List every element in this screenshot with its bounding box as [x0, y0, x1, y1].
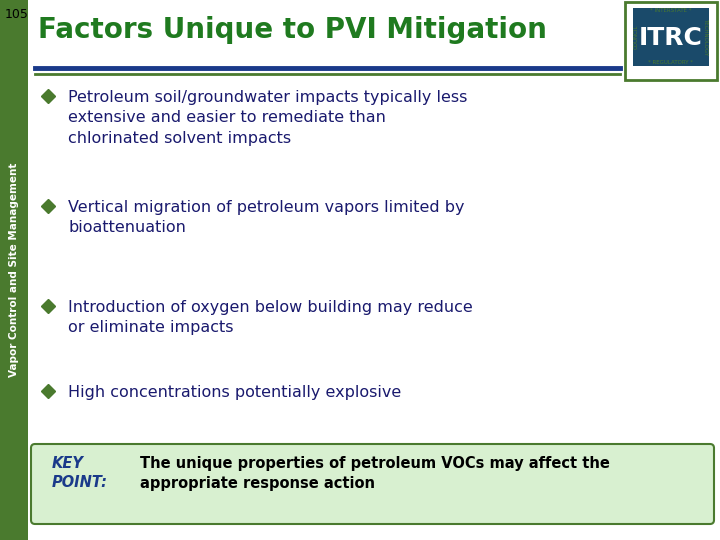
- Bar: [0, 0, 28, 540]
- Text: KEY
POINT:: KEY POINT:: [52, 456, 108, 490]
- Text: TECHNOLOGY: TECHNOLOGY: [703, 18, 708, 56]
- Text: Vapor Control and Site Management: Vapor Control and Site Management: [9, 163, 19, 377]
- Bar: [625, 2, 717, 80]
- FancyBboxPatch shape: [31, 444, 714, 524]
- Text: Petroleum soil/groundwater impacts typically less
extensive and easier to remedi: Petroleum soil/groundwater impacts typic…: [68, 90, 467, 146]
- Text: High concentrations potentially explosive: High concentrations potentially explosiv…: [68, 385, 401, 400]
- Text: The unique properties of petroleum VOCs may affect the
appropriate response acti: The unique properties of petroleum VOCs …: [140, 456, 610, 491]
- Text: * REGULATORY *: * REGULATORY *: [649, 60, 693, 65]
- Text: * INTERSTATE *: * INTERSTATE *: [650, 8, 692, 12]
- Text: 105: 105: [5, 8, 29, 21]
- Text: Introduction of oxygen below building may reduce
or eliminate impacts: Introduction of oxygen below building ma…: [68, 300, 473, 335]
- Text: Factors Unique to PVI Mitigation: Factors Unique to PVI Mitigation: [38, 16, 547, 44]
- Text: ITRC: ITRC: [639, 26, 703, 50]
- Bar: [633, 8, 709, 66]
- Text: Vertical migration of petroleum vapors limited by
bioattenuation: Vertical migration of petroleum vapors l…: [68, 200, 464, 235]
- Text: COUNCIL: COUNCIL: [634, 25, 639, 49]
